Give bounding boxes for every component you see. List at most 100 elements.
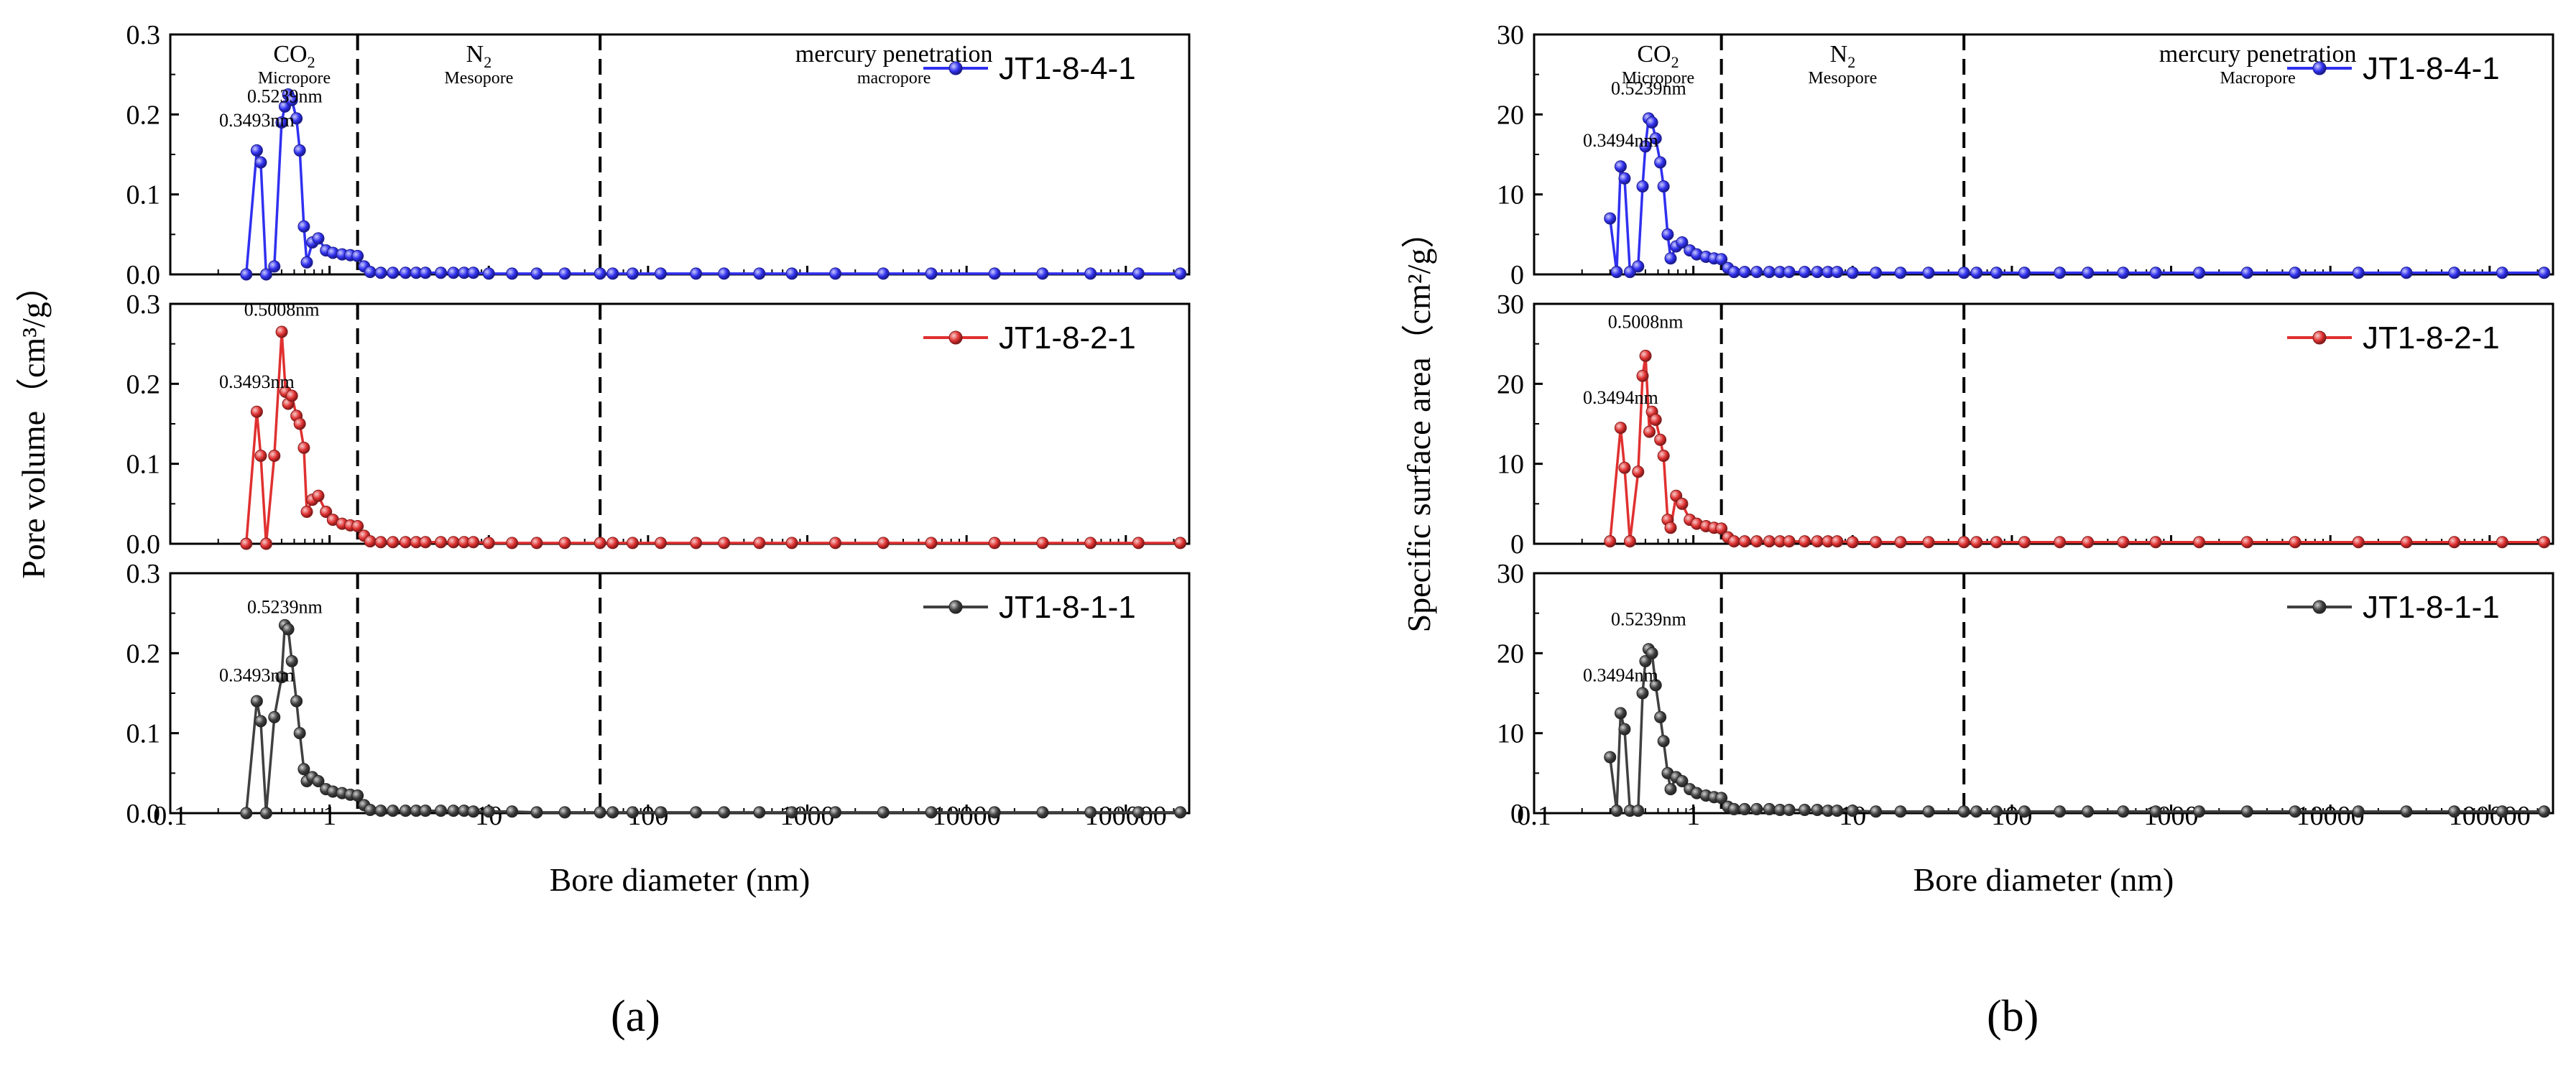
peak-annotation: 0.5239nm [247, 597, 323, 618]
data-point [1811, 804, 1824, 817]
data-point [1811, 266, 1824, 279]
data-point [1715, 792, 1728, 805]
data-point [626, 806, 639, 819]
data-point [1614, 422, 1627, 435]
region-label: N2 [466, 41, 492, 71]
data-point [1750, 266, 1763, 279]
data-point [558, 267, 571, 280]
data-point [1645, 646, 1658, 659]
data-point [606, 537, 619, 550]
data-point [275, 116, 288, 129]
data-point [690, 267, 703, 280]
y-tick-label: 20 [1497, 100, 1524, 130]
data-point [297, 441, 310, 454]
legend-marker [2312, 600, 2327, 614]
data-point [1970, 266, 1983, 279]
y-tick-label: 0.2 [126, 369, 161, 399]
data-point [2240, 536, 2253, 549]
x-tick-label: 1 [1686, 801, 1700, 831]
region-sublabel: Macropore [2220, 69, 2295, 88]
data-point [364, 266, 377, 279]
data-point [1654, 710, 1667, 723]
data-point [877, 537, 890, 550]
data-point [435, 266, 448, 279]
data-point [254, 450, 267, 463]
data-point [530, 537, 543, 550]
data-point [626, 267, 639, 280]
data-point [1783, 804, 1796, 817]
data-point [374, 805, 387, 817]
data-point [320, 505, 333, 518]
data-point [506, 805, 519, 818]
subplot-3: 0.00.10.20.30.11101001000100001000000.52… [126, 559, 1191, 831]
y-tick-label: 0.3 [126, 289, 161, 320]
data-point [2082, 266, 2095, 279]
data-point [753, 267, 766, 280]
legend-label: JT1-8-4-1 [999, 51, 1136, 86]
data-point [558, 806, 571, 819]
data-point [387, 805, 400, 817]
data-point [285, 93, 298, 106]
data-point [718, 806, 731, 819]
data-point [1657, 180, 1670, 193]
data-point [1604, 212, 1617, 225]
data-point [654, 537, 667, 550]
data-point [1970, 805, 1983, 818]
data-point [297, 220, 310, 233]
data-point [447, 536, 460, 549]
data-point [2496, 536, 2508, 549]
data-point [1636, 687, 1649, 700]
region-sublabel: Mesopore [444, 69, 513, 88]
legend-marker [948, 600, 963, 614]
data-point [2352, 536, 2365, 549]
data-point [2054, 266, 2067, 279]
legend-marker [2312, 330, 2327, 345]
data-point [399, 536, 412, 549]
data-point [988, 267, 1001, 280]
subfigure-label-b: (b) [1987, 992, 2039, 1041]
data-point [2149, 536, 2162, 549]
data-point [482, 537, 495, 550]
legend-label: JT1-8-2-1 [2363, 320, 2500, 356]
x-tick-label: 0.1 [1517, 801, 1551, 831]
y-tick-label: 0.0 [126, 529, 161, 560]
data-point [1831, 535, 1844, 548]
x-tick-label: 100000 [2449, 801, 2531, 831]
peak-annotation: 0.5239nm [1611, 608, 1686, 629]
data-point [1783, 535, 1796, 548]
data-point [1990, 805, 2003, 818]
peak-annotation: 0.3493nm [219, 110, 295, 131]
data-point [594, 267, 606, 280]
data-point [2054, 805, 2067, 818]
series-line [1608, 354, 2544, 544]
data-point [2289, 536, 2302, 549]
region-sublabel: macropore [857, 69, 931, 88]
data-point [753, 537, 766, 550]
data-point [1970, 536, 1983, 549]
legend-marker [948, 61, 963, 75]
data-point [399, 266, 412, 279]
data-point [1664, 252, 1677, 265]
data-point [250, 144, 263, 157]
data-point [1654, 433, 1667, 446]
data-point [2400, 266, 2413, 279]
data-point [1870, 805, 1883, 818]
data-point [293, 144, 306, 157]
data-point [1894, 805, 1907, 818]
data-point [467, 536, 480, 549]
data-point [387, 266, 400, 279]
data-point [240, 537, 253, 550]
region-label: CO2 [1637, 41, 1679, 71]
subfigure-label-a: (a) [611, 992, 660, 1041]
region-label: mercury penetration [2159, 41, 2357, 68]
legend-label: JT1-8-1-1 [999, 590, 1136, 625]
subplot-3: 01020300.11101001000100001000000.5239nm0… [1497, 559, 2554, 831]
data-point [2448, 266, 2461, 279]
data-point [1632, 465, 1645, 478]
data-point [1623, 535, 1636, 548]
data-point [250, 695, 263, 708]
data-point [1870, 266, 1883, 279]
region-sublabel: Micropore [258, 69, 331, 88]
data-point [2538, 266, 2551, 279]
y-tick-label: 0.1 [126, 450, 161, 480]
